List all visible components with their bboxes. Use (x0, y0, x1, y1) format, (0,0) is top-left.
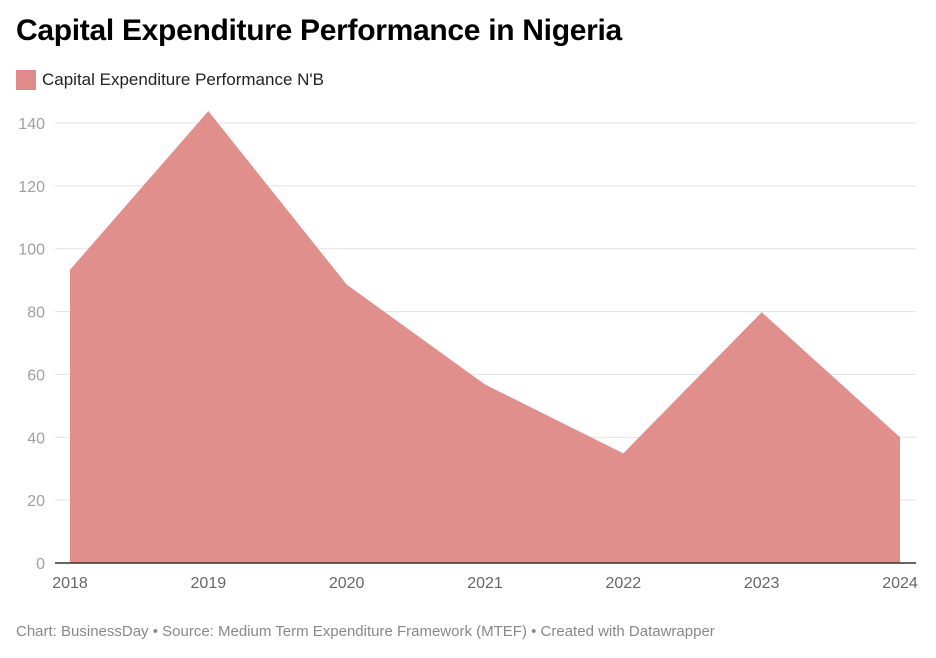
x-tick-label: 2020 (329, 575, 365, 592)
legend-label: Capital Expenditure Performance N'B (42, 70, 324, 89)
y-tick-label: 100 (18, 242, 45, 259)
chart-title: Capital Expenditure Performance in Niger… (16, 14, 622, 47)
legend-swatch (16, 70, 36, 90)
area-layer (70, 111, 900, 564)
y-axis: 0 20 40 60 80 100 120 140 (18, 116, 45, 573)
x-tick-label: 2018 (52, 575, 88, 592)
y-tick-label: 20 (27, 493, 45, 510)
y-tick-label: 60 (27, 367, 45, 384)
y-tick-label: 140 (18, 116, 45, 133)
x-tick-labels: 2018 2019 2020 2021 2022 2023 2024 (52, 575, 918, 592)
x-tick-label: 2019 (191, 575, 227, 592)
legend: Capital Expenditure Performance N'B (16, 70, 324, 90)
area-series (70, 111, 900, 564)
chart-footer: Chart: BusinessDay • Source: Medium Term… (16, 623, 715, 640)
x-tick-label: 2021 (467, 575, 503, 592)
y-tick-label: 0 (36, 556, 45, 573)
x-tick-label: 2022 (606, 575, 642, 592)
y-tick-label: 80 (27, 305, 45, 322)
x-tick-label: 2023 (744, 575, 780, 592)
y-tick-label: 120 (18, 179, 45, 196)
x-tick-label: 2024 (882, 575, 918, 592)
y-tick-label: 40 (27, 430, 45, 447)
